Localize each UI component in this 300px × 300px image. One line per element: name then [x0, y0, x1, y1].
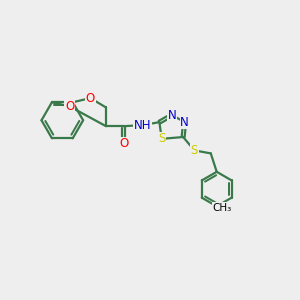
- Text: CH₃: CH₃: [212, 203, 232, 213]
- Text: S: S: [191, 144, 198, 157]
- Text: N: N: [168, 109, 176, 122]
- Text: O: O: [86, 92, 95, 105]
- Text: NH: NH: [134, 118, 151, 132]
- Text: S: S: [158, 132, 165, 145]
- Text: O: O: [119, 137, 128, 150]
- Text: O: O: [65, 100, 74, 113]
- Text: N: N: [180, 116, 189, 129]
